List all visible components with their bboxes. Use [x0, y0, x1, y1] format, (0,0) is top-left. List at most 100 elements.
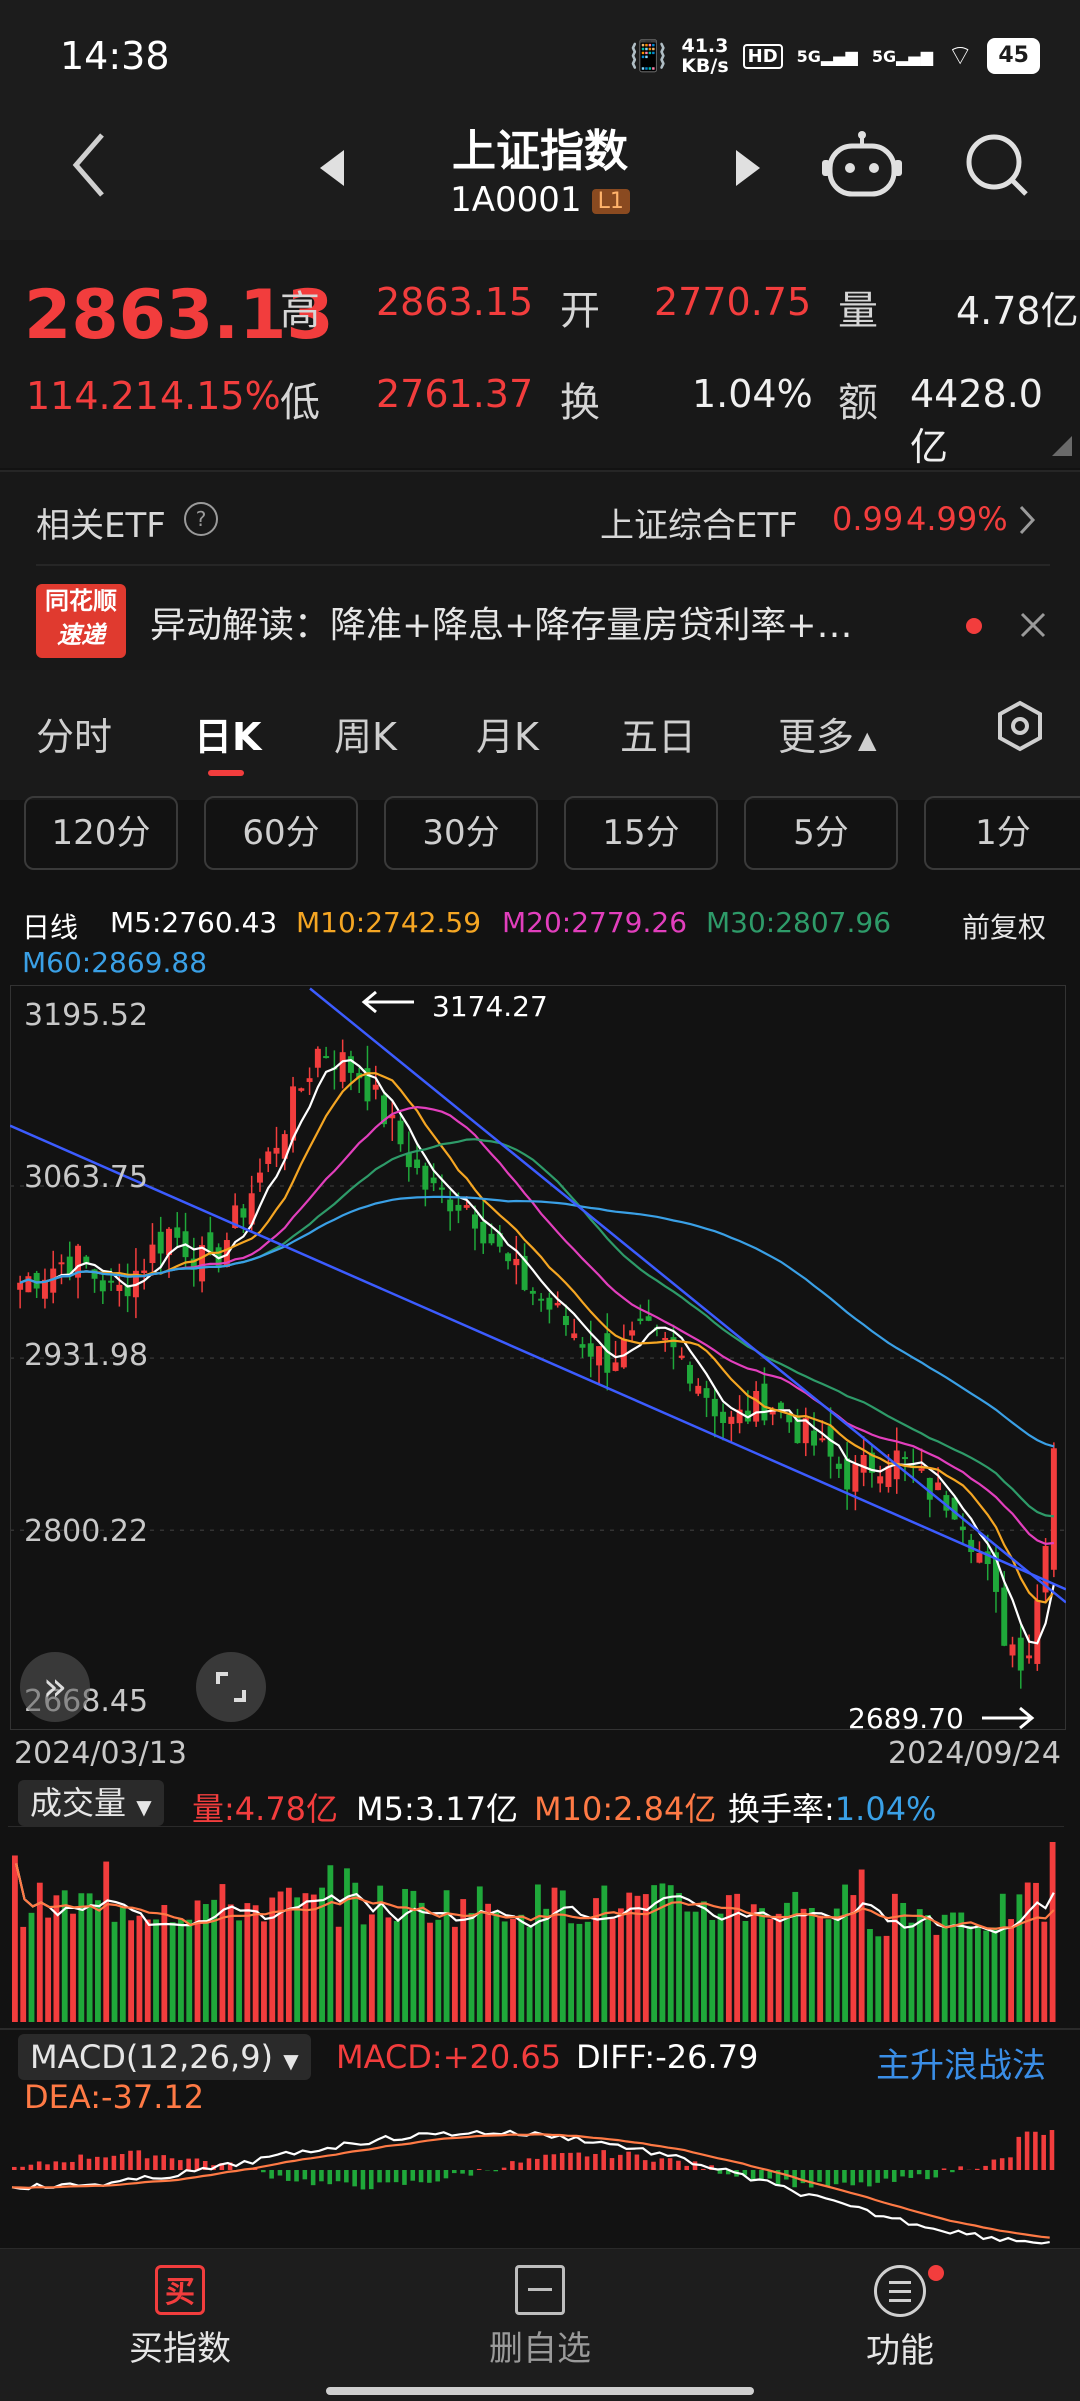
- settings-hexagon-icon[interactable]: [994, 700, 1046, 756]
- volume-legend-vol: 量:4.78亿: [192, 1784, 338, 1830]
- open-value: 2770.75: [654, 280, 811, 324]
- price-axis-2: 3063.75: [24, 1160, 148, 1195]
- function-label: 功能: [780, 2323, 1020, 2372]
- fullscreen-icon[interactable]: [196, 1652, 266, 1722]
- triangle-up-icon: ▲: [858, 726, 876, 754]
- chevron-right-icon[interactable]: [1018, 504, 1036, 540]
- high-arrow-icon: [360, 990, 416, 1018]
- signal-icon-sim2: 5G▂▄▆: [872, 47, 933, 66]
- minute-buttons: 120分 60分 30分 15分 5分 1分: [0, 780, 1080, 890]
- related-etf-label: 相关ETF: [36, 498, 166, 547]
- price-axis-3: 2931.98: [24, 1338, 148, 1373]
- turnover-rate-label: 换手率:: [728, 1790, 835, 1828]
- macd-svg: [8, 2086, 1064, 2246]
- next-index-icon[interactable]: [732, 148, 762, 192]
- etf-name[interactable]: 上证综合ETF: [600, 498, 798, 547]
- minus-square-icon: [515, 2265, 565, 2315]
- price-change: 114.21: [26, 374, 159, 418]
- news-headline[interactable]: 异动解读：降准+降息+降存量房贷利率+…: [150, 596, 950, 648]
- tab-monthly-k[interactable]: 月K: [476, 706, 539, 761]
- clock: 14:38: [60, 34, 170, 78]
- low-value: 2761.37: [376, 372, 533, 416]
- price-axis-top: 3195.52: [24, 998, 148, 1033]
- bottom-nav: 买 买指数 删自选 功能: [0, 2248, 1080, 2401]
- volume-chart[interactable]: [8, 1826, 1064, 2022]
- tab-more-label: 更多: [778, 715, 854, 759]
- minute-button-15[interactable]: 15分: [564, 796, 718, 870]
- function-button[interactable]: 功能: [780, 2265, 1020, 2372]
- close-icon[interactable]: [1018, 610, 1048, 644]
- code-text: 1A0001: [450, 180, 581, 220]
- expand-corner-icon[interactable]: [1052, 436, 1072, 460]
- diff-value: DIFF:-26.79: [576, 2038, 758, 2076]
- robot-assistant-icon[interactable]: [822, 130, 902, 204]
- high-value: 2863.15: [376, 280, 533, 324]
- volume-legend-m10: M10:2.84亿: [534, 1784, 716, 1830]
- search-icon[interactable]: [962, 130, 1032, 204]
- etf-news-panel: 相关ETF ? 上证综合ETF 0.99 4.99% 同花顺 速递 异动解读：降…: [0, 470, 1080, 672]
- minute-button-30[interactable]: 30分: [384, 796, 538, 870]
- macd-value: MACD:+20.65: [336, 2038, 561, 2076]
- active-tab-indicator: [208, 770, 244, 776]
- volume-indicator-selector[interactable]: 成交量 ▼: [18, 1780, 164, 1826]
- divider: [0, 2028, 1080, 2030]
- macd-indicator-selector[interactable]: MACD(12,26,9) ▼: [18, 2034, 311, 2080]
- dropdown-icon: ▼: [283, 2049, 298, 2073]
- divider: [36, 564, 1050, 566]
- index-code: 1A0001 L1: [0, 180, 1080, 220]
- vibrate-icon: 📳: [630, 39, 667, 74]
- buy-index-label: 买指数: [60, 2321, 300, 2370]
- ma5-legend: M5:2760.43: [110, 906, 277, 939]
- buy-icon: 买: [155, 2265, 205, 2315]
- tab-daily-k[interactable]: 日K: [194, 706, 261, 761]
- kline-chart[interactable]: [10, 985, 1066, 1730]
- wifi-icon: ⌔: [947, 39, 973, 74]
- strategy-link[interactable]: 主升浪战法: [876, 2038, 1046, 2087]
- news-badge: 同花顺 速递: [36, 584, 126, 658]
- adjust-mode[interactable]: 前复权: [962, 906, 1046, 946]
- level-badge: L1: [592, 189, 630, 214]
- remove-watchlist-button[interactable]: 删自选: [420, 2265, 660, 2370]
- expand-sidebar-icon[interactable]: »: [20, 1652, 90, 1722]
- news-badge-top: 同花顺: [36, 584, 126, 618]
- tab-five-day[interactable]: 五日: [620, 706, 696, 761]
- ma20-legend: M20:2779.26: [502, 906, 687, 939]
- macd-chart[interactable]: [8, 2086, 1064, 2246]
- tab-intraday[interactable]: 分时: [36, 706, 112, 761]
- home-indicator: [326, 2387, 754, 2395]
- minute-button-1[interactable]: 1分: [924, 796, 1080, 870]
- signal-icon-sim1: 5G▂▄▆: [797, 47, 858, 66]
- open-label: 开: [560, 278, 600, 336]
- quote-panel: 2863.13 114.21 4.15% 高 2863.15 低 2761.37…: [0, 240, 1080, 468]
- menu-circle-icon: [874, 2265, 926, 2317]
- page-title: 上证指数: [0, 115, 1080, 179]
- ma60-legend: M60:2869.88: [22, 946, 207, 979]
- help-icon[interactable]: ?: [184, 502, 218, 536]
- minute-button-120[interactable]: 120分: [24, 796, 178, 870]
- amount-label: 额: [838, 370, 878, 428]
- turnover-value: 1.04%: [692, 372, 813, 416]
- volume-svg: [8, 1826, 1064, 2022]
- news-unread-dot: [966, 618, 982, 634]
- volume-label: 量: [838, 278, 878, 336]
- tab-weekly-k[interactable]: 周K: [334, 706, 397, 761]
- ma10-legend: M10:2742.59: [296, 906, 481, 939]
- volume-selector-label: 成交量: [30, 1784, 126, 1822]
- tab-more[interactable]: 更多▲: [778, 706, 876, 761]
- turnover-label: 换: [560, 370, 600, 428]
- minute-button-60[interactable]: 60分: [204, 796, 358, 870]
- minute-button-5[interactable]: 5分: [744, 796, 898, 870]
- price-axis-4: 2800.22: [24, 1514, 148, 1549]
- volume-legend-m5: M5:3.17亿: [356, 1784, 518, 1830]
- volume-value: 4.78亿: [956, 280, 1079, 335]
- low-label: 低: [280, 370, 320, 428]
- buy-index-button[interactable]: 买 买指数: [60, 2265, 300, 2370]
- start-date: 2024/03/13: [14, 1736, 187, 1771]
- ma30-legend: M30:2807.96: [706, 906, 891, 939]
- remove-watchlist-label: 删自选: [420, 2321, 660, 2370]
- volume-legend-turnover: 换手率:1.04%: [728, 1784, 936, 1830]
- hd-icon: HD: [743, 44, 783, 69]
